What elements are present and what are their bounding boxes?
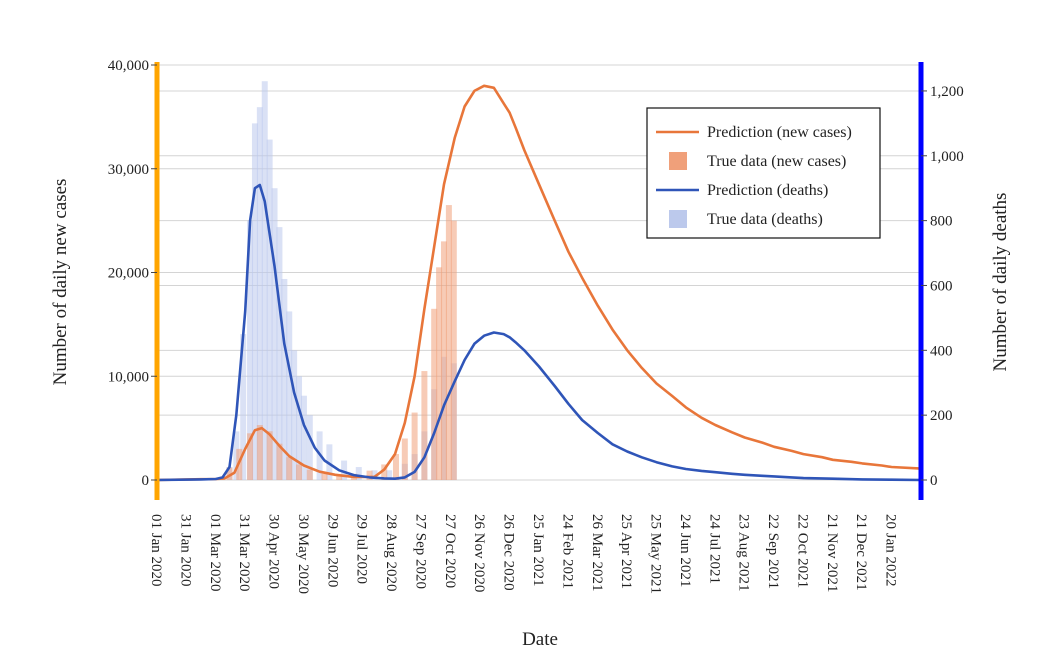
- x-tick-label: 22 Oct 2021: [795, 514, 811, 588]
- true-cases-bar: [321, 473, 328, 480]
- true-deaths-bar: [286, 311, 293, 480]
- x-tick-label: 25 May 2021: [648, 514, 664, 594]
- right-tick-label: 1,200: [930, 84, 964, 100]
- x-tick-label: 31 Mar 2020: [236, 514, 252, 592]
- legend-square-swatch: [669, 210, 687, 228]
- left-tick-label: 40,000: [108, 58, 149, 74]
- x-tick-label: 24 Jun 2021: [677, 514, 693, 587]
- left-tick-label: 20,000: [108, 266, 149, 282]
- true-cases-bar: [440, 241, 447, 480]
- x-tick-label: 21 Dec 2021: [853, 514, 869, 591]
- true-cases-bar: [445, 205, 452, 480]
- true-cases-bar: [306, 469, 313, 480]
- true-cases-bar: [256, 425, 263, 480]
- true-cases-bar: [436, 267, 443, 480]
- true-cases-bar: [411, 412, 418, 480]
- legend-label: True data (deaths): [707, 211, 823, 228]
- x-tick-label: 01 Mar 2020: [207, 514, 223, 592]
- true-cases-bar: [401, 438, 408, 480]
- true-deaths-bar: [300, 395, 307, 480]
- x-tick-label: 25 Apr 2021: [618, 514, 634, 589]
- true-cases-bar: [366, 470, 373, 480]
- right-tick-label: 0: [930, 473, 938, 489]
- x-tick-label: 30 Apr 2020: [266, 514, 282, 589]
- true-cases-bar: [431, 308, 438, 480]
- x-tick-label: 20 Jan 2022: [883, 514, 899, 587]
- right-tick-label: 200: [930, 408, 953, 424]
- x-tick-label: 24 Jul 2021: [706, 514, 722, 584]
- x-tick-label: 29 Jul 2020: [354, 514, 370, 584]
- true-cases-bar: [392, 454, 399, 480]
- x-tick-label: 24 Feb 2021: [559, 514, 575, 589]
- legend-square-swatch: [669, 152, 687, 170]
- x-tick-label: 26 Dec 2020: [501, 514, 517, 591]
- x-tick-label: 01 Jan 2020: [148, 514, 164, 587]
- legend-label: True data (new cases): [707, 153, 846, 170]
- x-tick-label: 29 Jun 2020: [324, 514, 340, 587]
- x-tick-label: 27 Oct 2020: [442, 514, 458, 588]
- series-lines: [156, 84, 922, 482]
- x-tick-label: 27 Sep 2020: [413, 514, 429, 589]
- true-deaths-bar: [291, 350, 298, 480]
- x-axis-title: Date: [522, 629, 558, 650]
- true-deaths-bar: [306, 415, 313, 480]
- legend-label: Prediction (new cases): [707, 124, 852, 141]
- true-deaths-bar: [266, 139, 273, 480]
- legend: Prediction (new cases) True data (new cas…: [646, 107, 881, 239]
- true-deaths-bar: [281, 278, 288, 480]
- left-y-ticks: 0 10,000 20,000 30,000 40,000: [108, 58, 157, 489]
- true-deaths-bar: [341, 460, 348, 480]
- true-deaths-bar: [247, 220, 254, 480]
- true-cases-bar: [450, 220, 457, 480]
- true-deaths-bar: [256, 107, 263, 480]
- right-y-ticks: 0 200 400 600 800 1,000 1,200: [921, 84, 964, 489]
- true-deaths-bar: [240, 334, 247, 480]
- x-tick-label: 23 Aug 2021: [736, 514, 752, 592]
- true-cases-bar: [336, 474, 343, 480]
- true-deaths-bar: [326, 444, 333, 480]
- x-tick-label: 25 Jan 2021: [530, 514, 546, 587]
- true-deaths-bar: [261, 81, 268, 480]
- true-deaths-bar: [276, 227, 283, 480]
- x-tick-label: 28 Aug 2020: [383, 514, 399, 592]
- right-tick-label: 400: [930, 343, 953, 359]
- x-tick-label: 26 Nov 2020: [471, 514, 487, 592]
- right-tick-label: 600: [930, 278, 953, 294]
- left-tick-label: 0: [142, 473, 150, 489]
- left-tick-label: 30,000: [108, 162, 149, 178]
- true-deaths-bar: [296, 376, 303, 480]
- true-deaths-bar: [251, 123, 258, 480]
- true-cases-bar: [266, 431, 273, 480]
- left-tick-label: 10,000: [108, 369, 149, 385]
- true-cases-bar: [296, 464, 303, 480]
- x-tick-label: 26 Mar 2021: [589, 514, 605, 592]
- true-cases-bar: [381, 464, 388, 480]
- prediction-deaths-line: [156, 183, 922, 482]
- true-deaths-bar: [386, 470, 393, 480]
- right-tick-label: 1,000: [930, 149, 964, 165]
- true-cases-bar: [247, 433, 254, 480]
- true-deaths-bar: [355, 467, 362, 480]
- true-deaths-bar: [271, 188, 278, 480]
- prediction-cases-line: [156, 84, 922, 482]
- true-cases-bars: [216, 205, 457, 480]
- true-cases-bar: [286, 457, 293, 480]
- x-ticks: 01 Jan 2020 31 Jan 2020 01 Mar 2020 31 Mar …: [148, 514, 899, 594]
- right-y-axis-title: Number of daily deaths: [990, 193, 1011, 372]
- true-cases-bar: [421, 371, 428, 480]
- x-tick-label: 30 May 2020: [295, 514, 311, 594]
- x-tick-label: 22 Sep 2021: [765, 514, 781, 589]
- x-tick-label: 31 Jan 2020: [177, 514, 193, 587]
- legend-label: Prediction (deaths): [707, 182, 828, 199]
- true-cases-bar: [226, 467, 233, 480]
- right-tick-label: 800: [930, 214, 953, 230]
- true-cases-bar: [276, 443, 283, 480]
- x-tick-label: 21 Nov 2021: [824, 514, 840, 592]
- left-y-axis-title: Number of daily new cases: [50, 179, 71, 386]
- true-deaths-bar: [371, 470, 378, 480]
